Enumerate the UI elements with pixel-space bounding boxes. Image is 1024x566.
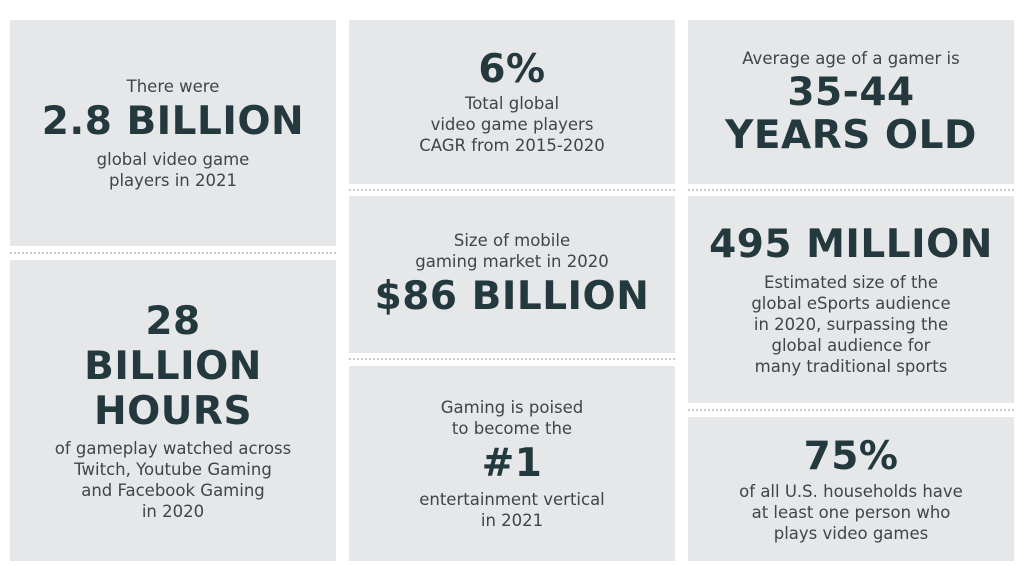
cagr-headline: 6% [478,46,546,92]
cagr-caption: Total global video game players CAGR fro… [419,93,605,155]
esports-caption: Estimated size of the global eSports aud… [751,273,951,376]
stat-tile-cagr: 6% Total global video game players CAGR … [349,20,675,184]
vertical-caption: entertainment vertical in 2021 [419,489,605,530]
vertical-intro: Gaming is poised to become the [440,397,584,438]
stat-tile-mobile: Size of mobile gaming market in 2020 $86… [349,196,675,353]
mobile-headline: $86 BILLION [374,273,650,319]
hours-caption: of gameplay watched across Twitch, Youtu… [54,439,292,521]
players-headline: 2.8 BILLION [41,98,305,144]
age-headline: 35-44 YEARS OLD [725,69,977,158]
stat-tile-age: Average age of a gamer is 35-44 YEARS OL… [688,20,1014,184]
divider [349,189,675,191]
esports-headline: 495 MILLION [709,222,993,267]
age-intro: Average age of a gamer is [742,48,960,68]
stat-tile-players: There were 2.8 BILLION global video game… [10,20,336,246]
divider [349,358,675,360]
mobile-intro: Size of mobile gaming market in 2020 [415,230,609,271]
players-intro: There were [126,76,220,96]
stat-tile-hours: 28 BILLION HOURS of gameplay watched acr… [10,260,336,561]
vertical-headline: #1 [481,440,543,486]
divider [688,189,1014,191]
divider [688,409,1014,411]
stat-tile-households: 75% of all U.S. households have at least… [688,417,1014,561]
players-caption: global video game players in 2021 [96,149,250,190]
stat-tile-esports: 495 MILLION Estimated size of the global… [688,196,1014,403]
households-caption: of all U.S. households have at least one… [739,481,963,543]
households-headline: 75% [803,433,899,479]
stat-tile-vertical: Gaming is poised to become the #1 entert… [349,366,675,561]
hours-headline: 28 BILLION HOURS [84,299,262,434]
divider [10,252,336,254]
